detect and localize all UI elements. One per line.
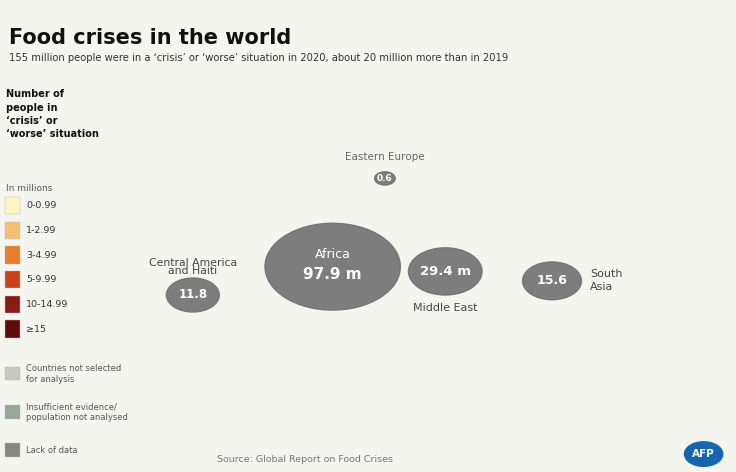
Text: Africa: Africa [315,248,350,261]
Circle shape [265,223,400,310]
Text: South
Asia: South Asia [590,269,623,293]
Text: 0.6: 0.6 [377,174,393,183]
Bar [5,296,20,313]
Text: and Haiti: and Haiti [169,266,217,276]
Text: Countries not selected
for analysis: Countries not selected for analysis [26,364,121,384]
Bar [5,222,20,239]
Text: Source: Global Report on Food Crises: Source: Global Report on Food Crises [217,455,393,464]
Text: 15.6: 15.6 [537,274,567,287]
Text: 0-0.99: 0-0.99 [26,201,56,210]
Circle shape [408,248,482,295]
Text: 5-9.99: 5-9.99 [26,275,56,284]
Circle shape [166,278,219,312]
Text: Lack of data: Lack of data [26,446,77,455]
Bar [5,271,20,288]
Bar [5,405,20,419]
Bar [5,197,20,214]
Bar [5,246,20,264]
Text: 29.4 m: 29.4 m [420,265,471,278]
Text: Insufficient evidence/
population not analysed: Insufficient evidence/ population not an… [26,402,128,422]
Text: 155 million people were in a ‘crisis’ or ‘worse’ situation in 2020, about 20 mil: 155 million people were in a ‘crisis’ or… [9,53,508,63]
Text: Eastern Europe: Eastern Europe [345,152,425,162]
Text: 1-2.99: 1-2.99 [26,226,56,235]
Text: 3-4.99: 3-4.99 [26,251,57,260]
Circle shape [375,172,395,185]
Bar [5,443,20,457]
Bar [5,367,20,380]
Text: Number of
people in
‘crisis’ or
‘worse’ situation: Number of people in ‘crisis’ or ‘worse’ … [6,89,99,139]
Text: 11.8: 11.8 [178,288,208,302]
Text: ≥15: ≥15 [26,325,46,334]
Text: Central America: Central America [149,258,237,268]
Text: Middle East: Middle East [413,303,478,313]
Circle shape [523,262,581,300]
Text: In millions: In millions [6,184,52,193]
Text: 10-14.99: 10-14.99 [26,300,68,309]
Bar [5,320,20,338]
Text: Food crises in the world: Food crises in the world [9,28,291,48]
Text: AFP: AFP [693,449,715,459]
Text: 97.9 m: 97.9 m [303,267,362,282]
